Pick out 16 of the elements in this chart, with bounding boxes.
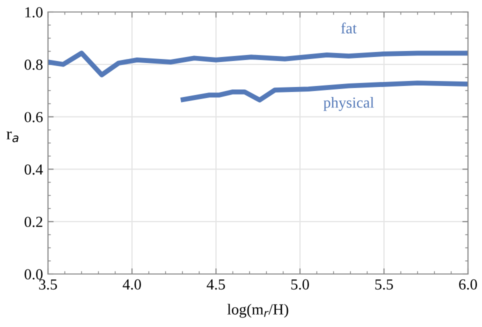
x-tick-label: 4.0 [122, 279, 141, 290]
x-tick-label: 5.0 [291, 279, 309, 290]
y-tick-label: 1.0 [25, 7, 43, 18]
x-tick-label: 3.5 [39, 279, 57, 290]
x-tick-label: 6.0 [459, 279, 477, 290]
y-tick-label: 0.0 [24, 269, 43, 280]
series-label: physical [324, 96, 374, 111]
x-tick-label: 4.5 [206, 279, 225, 290]
x-axis-title: log(m$_{r}$/H) [227, 304, 288, 318]
y-tick-label: 0.2 [24, 216, 42, 228]
y-tick-label: 0.6 [24, 112, 43, 122]
series-label: fat [341, 22, 357, 34]
y-tick-label: 0.4 [24, 164, 43, 175]
y-axis-title: r$_{a}$ [6, 131, 18, 142]
y-tick-label: 0.8 [24, 60, 43, 70]
x-tick-label: 5.5 [375, 279, 393, 290]
